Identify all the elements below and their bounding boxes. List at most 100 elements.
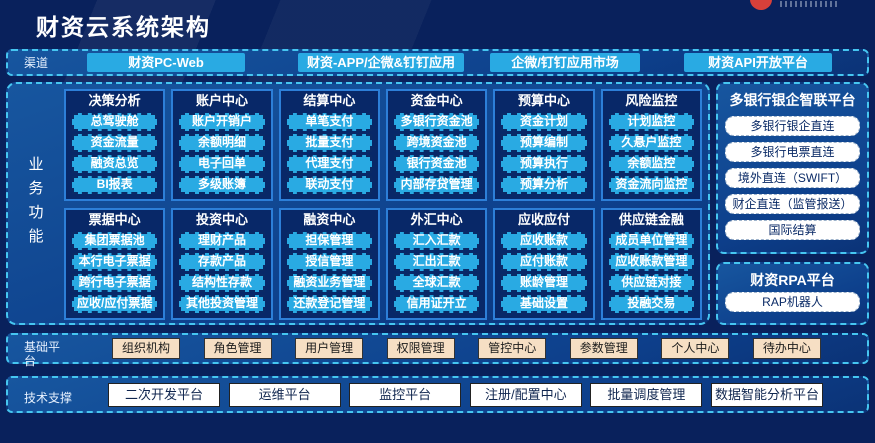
module-item[interactable]: 跨行电子票据	[72, 274, 158, 292]
module-title: 结算中心	[303, 93, 356, 108]
module-item[interactable]: 联动支付	[286, 176, 372, 194]
platform-items: 组织机构 角色管理 用户管理 权限管理 管控中心 参数管理 个人中心 待办中心	[112, 335, 821, 362]
module-item[interactable]: 应收账款	[501, 232, 587, 250]
module-title: 应收应付	[517, 212, 570, 227]
module-budget-center: 预算中心 资金计划 预算编制 预算执行 预算分析	[493, 89, 595, 201]
tech-btn-monitor-platform[interactable]: 监控平台	[349, 382, 462, 407]
module-item[interactable]: 授信管理	[286, 253, 372, 271]
module-item[interactable]: 计划监控	[608, 113, 694, 131]
module-item[interactable]: 久悬户监控	[608, 134, 694, 152]
business-label: 业务功能	[26, 155, 44, 252]
module-item[interactable]: 存款产品	[179, 253, 265, 271]
module-item[interactable]: 代理支付	[286, 155, 372, 173]
bank-link-panel: 多银行银企智联平台 多银行银企直连 多银行电票直连 境外直连（SWIFT） 财企…	[716, 82, 869, 254]
tech-btn-dev-platform[interactable]: 二次开发平台	[108, 382, 220, 407]
module-item[interactable]: 还款登记管理	[286, 295, 372, 313]
channel-app-dingtalk[interactable]: 财资-APP/企微&钉钉应用	[298, 53, 464, 72]
business-grid: 决策分析 总驾驶舱 资金流量 融资总览 BI报表 账户中心 账户开销户 余额明细…	[64, 89, 702, 320]
module-title: 票据中心	[88, 212, 141, 227]
module-bill-center: 票据中心 集团票据池 本行电子票据 跨行电子票据 应收/应付票据	[64, 208, 166, 320]
module-item[interactable]: 汇入汇款	[394, 232, 480, 250]
channel-pc-web[interactable]: 财资PC-Web	[87, 53, 245, 72]
module-item[interactable]: 投融交易	[608, 295, 694, 313]
module-item[interactable]: 应收/应付票据	[72, 295, 158, 313]
module-item[interactable]: 成员单位管理	[608, 232, 694, 250]
module-item[interactable]: 单笔支付	[286, 113, 372, 131]
module-decision-analysis: 决策分析 总驾驶舱 资金流量 融资总览 BI报表	[64, 89, 166, 201]
module-item[interactable]: 供应链对接	[608, 274, 694, 292]
module-item[interactable]: 本行电子票据	[72, 253, 158, 271]
module-item[interactable]: 理财产品	[179, 232, 265, 250]
module-risk-monitor: 风险监控 计划监控 久悬户监控 余额监控 资金流向监控	[600, 89, 702, 201]
module-item[interactable]: 余额监控	[608, 155, 694, 173]
module-item[interactable]: 汇出汇款	[394, 253, 480, 271]
module-title: 决策分析	[88, 93, 141, 108]
tech-btn-batch-schedule[interactable]: 批量调度管理	[590, 382, 703, 407]
platform-label: 基础平台	[24, 340, 61, 368]
module-item[interactable]: 多银行资金池	[394, 113, 480, 131]
module-item[interactable]: 账龄管理	[501, 274, 587, 292]
module-item[interactable]: 集团票据池	[72, 232, 158, 250]
platform-btn-role[interactable]: 角色管理	[203, 338, 272, 359]
rpa-item[interactable]: RAP机器人	[725, 292, 860, 312]
module-item[interactable]: 融资业务管理	[286, 274, 372, 292]
module-item[interactable]: 预算编制	[501, 134, 587, 152]
bank-link-item[interactable]: 财企直连（监管报送）	[725, 194, 860, 214]
module-title: 投资中心	[195, 212, 248, 227]
channel-app-market[interactable]: 企微/钉钉应用市场	[490, 53, 640, 72]
module-item[interactable]: 内部存贷管理	[394, 176, 480, 194]
module-item[interactable]: 资金流量	[72, 134, 158, 152]
module-item[interactable]: 担保管理	[286, 232, 372, 250]
module-item[interactable]: 账户开销户	[179, 113, 265, 131]
module-item[interactable]: 应收账款管理	[608, 253, 694, 271]
module-title: 账户中心	[195, 93, 248, 108]
bank-link-item[interactable]: 多银行电票直连	[725, 142, 860, 162]
module-title: 供应链金融	[618, 212, 684, 227]
platform-row: 基础平台 组织机构 角色管理 用户管理 权限管理 管控中心 参数管理 个人中心 …	[6, 333, 869, 368]
platform-btn-todo[interactable]: 待办中心	[752, 338, 821, 359]
bank-link-item[interactable]: 境外直连（SWIFT）	[725, 168, 860, 188]
module-item[interactable]: 结构性存款	[179, 274, 265, 292]
tech-btn-ops-platform[interactable]: 运维平台	[228, 382, 341, 407]
tech-row: 技术支撑 二次开发平台 运维平台 监控平台 注册/配置中心 批量调度管理 数据智…	[6, 376, 869, 413]
page-title: 财资云系统架构	[36, 14, 211, 40]
tech-btn-data-analysis[interactable]: 数据智能分析平台	[710, 382, 823, 407]
module-item[interactable]: 全球汇款	[394, 274, 480, 292]
module-item[interactable]: 多级账簿	[179, 176, 265, 194]
platform-btn-personal[interactable]: 个人中心	[661, 338, 730, 359]
module-item[interactable]: 余额明细	[179, 134, 265, 152]
module-item[interactable]: 资金计划	[501, 113, 587, 131]
module-title: 融资中心	[303, 212, 356, 227]
module-item[interactable]: 跨境资金池	[394, 134, 480, 152]
module-title: 预算中心	[517, 93, 570, 108]
platform-btn-permission[interactable]: 权限管理	[386, 338, 455, 359]
module-item[interactable]: 融资总览	[72, 155, 158, 173]
module-item[interactable]: 其他投资管理	[179, 295, 265, 313]
module-item[interactable]: 资金流向监控	[608, 176, 694, 194]
module-item[interactable]: 应付账款	[501, 253, 587, 271]
module-receivable-payable: 应收应付 应收账款 应付账款 账龄管理 基础设置	[493, 208, 595, 320]
module-forex-center: 外汇中心 汇入汇款 汇出汇款 全球汇款 信用证开立	[386, 208, 488, 320]
module-item[interactable]: 基础设置	[501, 295, 587, 313]
module-item[interactable]: 预算分析	[501, 176, 587, 194]
module-item[interactable]: 总驾驶舱	[72, 113, 158, 131]
module-title: 风险监控	[625, 93, 678, 108]
platform-btn-parameter[interactable]: 参数管理	[569, 338, 638, 359]
module-item[interactable]: 信用证开立	[394, 295, 480, 313]
platform-btn-control[interactable]: 管控中心	[478, 338, 547, 359]
module-item[interactable]: 批量支付	[286, 134, 372, 152]
platform-btn-user[interactable]: 用户管理	[295, 338, 364, 359]
channel-open-api[interactable]: 财资API开放平台	[684, 53, 832, 72]
tech-btn-registry-center[interactable]: 注册/配置中心	[469, 382, 582, 407]
channels-row: 渠道 财资PC-Web 财资-APP/企微&钉钉应用 企微/钉钉应用市场 财资A…	[6, 49, 869, 76]
bank-link-item[interactable]: 多银行银企直连	[725, 116, 860, 136]
module-item[interactable]: 银行资金池	[394, 155, 480, 173]
bank-link-item[interactable]: 国际结算	[725, 220, 860, 240]
module-item[interactable]: BI报表	[72, 176, 158, 194]
module-title: 资金中心	[410, 93, 463, 108]
business-panel: 业务功能 决策分析 总驾驶舱 资金流量 融资总览 BI报表 账户中心 账户开销户…	[6, 82, 710, 325]
module-item[interactable]: 电子回单	[179, 155, 265, 173]
module-item[interactable]: 预算执行	[501, 155, 587, 173]
platform-btn-org[interactable]: 组织机构	[112, 338, 180, 359]
